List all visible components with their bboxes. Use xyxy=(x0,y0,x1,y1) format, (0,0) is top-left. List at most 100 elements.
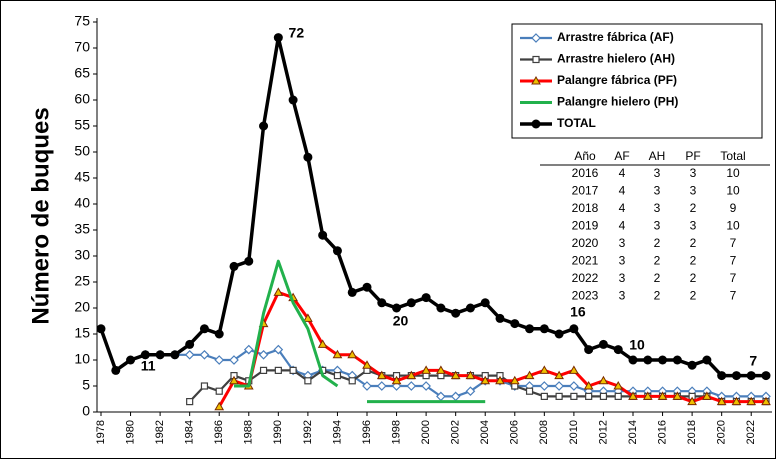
point xyxy=(303,313,313,322)
y-tick-label: 25 xyxy=(74,273,90,289)
point xyxy=(214,401,225,411)
y-tick-label: 65 xyxy=(74,65,90,81)
x-tick-label: 2002 xyxy=(450,420,462,444)
point xyxy=(273,344,284,355)
table-cell: 3 xyxy=(619,271,626,285)
table-header: AH xyxy=(649,149,666,163)
point xyxy=(140,350,150,360)
point xyxy=(347,349,358,359)
table-header: Total xyxy=(720,149,745,163)
table-cell: 3 xyxy=(654,166,661,180)
point xyxy=(347,287,357,297)
table-cell: 3 xyxy=(654,184,661,198)
point xyxy=(332,246,342,256)
point xyxy=(376,381,387,391)
table-cell: 10 xyxy=(726,219,740,233)
table-cell: 2 xyxy=(690,289,697,303)
table-cell: 2 xyxy=(654,254,661,268)
point xyxy=(525,324,535,334)
point xyxy=(613,380,624,390)
point xyxy=(450,370,461,380)
point xyxy=(289,366,297,374)
point xyxy=(214,329,224,339)
point xyxy=(421,381,431,391)
point xyxy=(451,308,461,318)
point xyxy=(333,372,342,380)
point xyxy=(642,391,653,400)
table-cell: 7 xyxy=(730,236,737,250)
x-tick-label: 1986 xyxy=(213,420,225,444)
point xyxy=(215,387,223,395)
point xyxy=(376,370,387,380)
point xyxy=(495,375,505,385)
x-tick-label: 2010 xyxy=(568,420,580,444)
point xyxy=(421,365,431,374)
point xyxy=(392,303,402,313)
point xyxy=(540,392,548,400)
x-tick-label: 1988 xyxy=(243,420,255,444)
point xyxy=(229,261,239,271)
point xyxy=(126,355,136,365)
y-tick-label: 40 xyxy=(74,195,90,211)
table-cell: 3 xyxy=(654,201,661,215)
y-tick-label: 70 xyxy=(74,39,90,55)
point xyxy=(532,55,540,64)
point xyxy=(304,377,312,385)
point xyxy=(531,33,541,43)
point xyxy=(274,366,282,374)
point xyxy=(598,375,609,385)
y-tick-label: 60 xyxy=(74,91,90,107)
y-tick-label: 15 xyxy=(74,325,90,341)
table-cell: 3 xyxy=(619,289,626,303)
point xyxy=(687,360,697,370)
point xyxy=(658,355,668,365)
table-cell: 2 xyxy=(690,236,697,250)
point xyxy=(569,324,579,334)
point xyxy=(525,387,534,395)
point xyxy=(170,350,180,360)
table-cell: 4 xyxy=(619,166,626,180)
table-cell: 2016 xyxy=(572,166,599,180)
x-tick-label: 2016 xyxy=(656,420,668,444)
y-tick-label: 35 xyxy=(74,221,90,237)
x-tick-label: 2022 xyxy=(745,420,757,444)
point xyxy=(303,152,313,162)
x-tick-label: 1998 xyxy=(390,420,402,444)
annotation: 20 xyxy=(393,313,409,329)
point xyxy=(259,366,268,374)
point xyxy=(585,392,593,400)
point xyxy=(555,392,563,400)
point xyxy=(761,396,771,406)
point xyxy=(391,375,402,385)
x-tick-label: 2020 xyxy=(716,420,728,444)
x-tick-label: 1978 xyxy=(95,420,107,444)
point xyxy=(569,381,579,391)
point xyxy=(406,381,417,391)
x-tick-label: 1984 xyxy=(184,420,196,444)
table-cell: 2017 xyxy=(572,184,599,198)
table-cell: 2 xyxy=(654,271,661,285)
table-cell: 10 xyxy=(726,184,740,198)
table-cell: 2 xyxy=(654,236,661,250)
y-axis-label: Número de buques xyxy=(27,107,54,324)
table-cell: 2 xyxy=(690,201,697,215)
point xyxy=(539,365,550,374)
x-tick-label: 1992 xyxy=(302,420,314,444)
y-tick-label: 50 xyxy=(74,143,90,159)
table-cell: 3 xyxy=(654,219,661,233)
point xyxy=(746,396,757,406)
y-tick-label: 75 xyxy=(74,13,90,29)
point xyxy=(524,370,535,380)
y-tick-label: 10 xyxy=(74,351,90,367)
table-cell: 2 xyxy=(690,271,697,285)
point xyxy=(509,375,520,385)
point xyxy=(554,370,564,380)
table-cell: 3 xyxy=(690,184,697,198)
annotation: 7 xyxy=(749,352,757,368)
legend-label: Arrastre hielero (AH) xyxy=(557,52,675,66)
point xyxy=(510,319,520,329)
x-tick-label: 2008 xyxy=(538,420,550,444)
point xyxy=(480,298,490,308)
point xyxy=(731,371,741,381)
